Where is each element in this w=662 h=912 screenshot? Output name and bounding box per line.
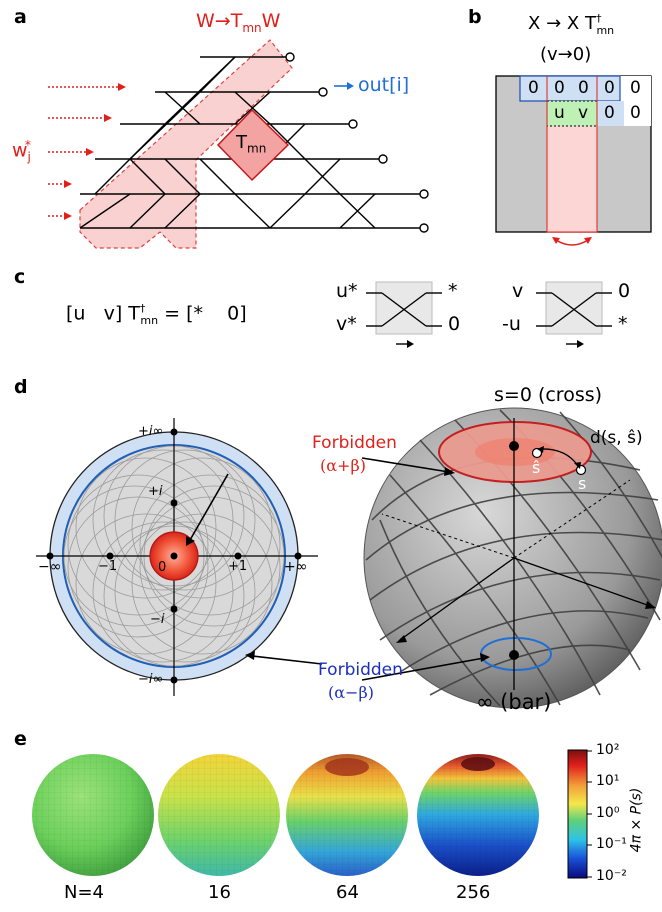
panel-b-row1-cell3: 0 [604, 78, 615, 98]
gate2-input-top: v [512, 280, 524, 302]
panel-b-row1-cell2: 0 [578, 78, 589, 98]
s-hat-label: ŝ [532, 458, 541, 477]
panel-a-title: W→TmnW [196, 10, 281, 35]
forbidden-red-label: Forbidden [312, 433, 397, 453]
tick-plus-i-inf: +i∞ [138, 424, 164, 439]
panel-b-row2-cell3: 0 [630, 103, 641, 123]
panel-b-letter: b [468, 6, 482, 28]
panel-a-output-label: out[i] [358, 74, 410, 96]
panel-b-row1-cell0: 0 [528, 78, 539, 98]
gate1-output-bottom: 0 [448, 313, 461, 335]
tick-minus-one: −1 [98, 559, 118, 574]
colorbar-tick-1e-2: 10⁻² [596, 868, 627, 884]
colorbar-tick-1e2: 10² [596, 742, 620, 758]
panel-b-row2-cell0: u [554, 103, 565, 123]
colorbar-tick-1e0: 10⁰ [596, 805, 620, 821]
forbidden-blue-sub: (α−β) [328, 683, 374, 702]
panel-e-letter: e [14, 728, 27, 750]
forbidden-blue-label: Forbidden [318, 660, 403, 680]
tick-minus-inf: −∞ [38, 559, 62, 575]
panel-b-row2-cell1: v [578, 103, 589, 123]
tick-zero: 0 [158, 560, 167, 575]
gate1-input-bottom: v* [336, 313, 357, 335]
n-label-64: 64 [336, 882, 359, 903]
distance-label: d(s, ŝ) [590, 428, 643, 448]
panel-d-letter: d [14, 376, 28, 398]
tick-plus-i: +i [148, 484, 163, 499]
colorbar-tick-1e1: 10¹ [596, 773, 620, 789]
panel-c-letter: c [14, 266, 26, 288]
gate1-output-top: * [448, 280, 458, 302]
panel-b-row1-cell1: 0 [554, 78, 565, 98]
panel-a-letter: a [14, 6, 27, 28]
sphere-bottom-label: ∞ (bar) [476, 690, 552, 714]
tick-minus-i: −i [150, 612, 165, 627]
tick-plus-inf: +∞ [284, 559, 308, 575]
tick-minus-i-inf: −i∞ [138, 672, 164, 687]
panel-b-row1-cell4: 0 [630, 78, 641, 98]
n-label-16: 16 [208, 882, 231, 903]
tick-plus-one: +1 [228, 559, 248, 574]
panel-a-t-block-label: Tmn [236, 132, 267, 156]
panel-b-title-line2: (v→0) [540, 44, 592, 65]
sphere-top-label: s=0 (cross) [494, 384, 603, 406]
panel-b-row2-cell2: 0 [604, 103, 615, 123]
gate2-input-bottom: -u [502, 313, 521, 335]
gate1-input-top: u* [336, 280, 358, 302]
n-label-4: N=4 [64, 882, 104, 903]
colorbar-label: 4π × P(s) [628, 787, 645, 853]
n-label-256: 256 [456, 882, 491, 903]
panel-b-title-line1: X → X T†mn [528, 12, 615, 37]
forbidden-red-sub: (α+β) [320, 456, 366, 475]
panel-c-equation: [u v] T†mn = [* 0] [66, 302, 247, 328]
s-label: s [578, 474, 587, 493]
gate2-output-top: 0 [618, 280, 631, 302]
gate2-output-bottom: * [618, 313, 628, 335]
colorbar-tick-1e-1: 10⁻¹ [596, 836, 627, 852]
panel-a-input-label: wj* [12, 138, 31, 165]
